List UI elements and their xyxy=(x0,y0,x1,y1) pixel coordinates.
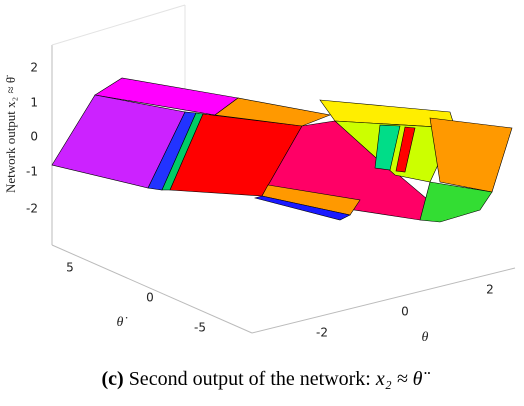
z-tick-label: 1 xyxy=(30,96,38,110)
z-axis-ticks: 2 1 0 -1 -2 xyxy=(26,61,38,216)
axes-box xyxy=(51,4,516,334)
z-tick-label: 0 xyxy=(30,130,38,144)
caption-math: x₂ ≈ θ̈ xyxy=(375,368,423,390)
surface-plot: 2 1 0 -1 -2 Network output x₂ ≈ θ̈ 5 0 -… xyxy=(3,4,516,345)
theta-axis-label: θ xyxy=(422,330,429,345)
z-tick-label: -1 xyxy=(26,165,38,179)
theta-dot-tick-label: -5 xyxy=(194,321,206,335)
caption: (c) Second output of the network: x₂ ≈ θ… xyxy=(0,368,524,391)
theta-dot-tick-label: 5 xyxy=(66,261,74,275)
theta-dot-tick-label: 0 xyxy=(146,291,154,305)
z-tick-label: -2 xyxy=(26,202,38,216)
z-axis-label: Network output x₂ ≈ θ̈ xyxy=(3,75,18,193)
theta-tick-label: 2 xyxy=(486,283,494,297)
surface xyxy=(51,77,513,223)
theta-tick-label: -2 xyxy=(316,326,328,340)
theta-dot-axis-label: θ̇ xyxy=(117,315,128,330)
z-tick-label: 2 xyxy=(30,61,38,75)
caption-label: (c) xyxy=(101,368,124,390)
theta-tick-label: 0 xyxy=(401,305,409,319)
caption-text: Second output of the network: xyxy=(128,368,371,390)
